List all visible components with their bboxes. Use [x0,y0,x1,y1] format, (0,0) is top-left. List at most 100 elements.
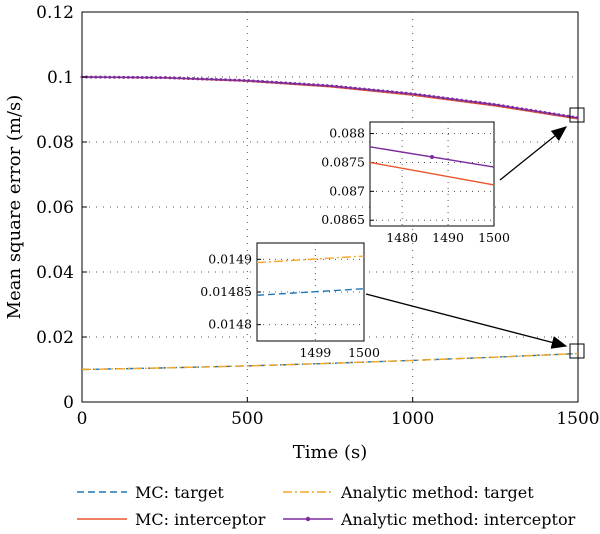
series-marker-3 [483,101,487,105]
series-marker-3 [543,111,547,115]
series-marker-3 [270,80,274,84]
series-marker-3 [228,78,232,82]
series-marker-3 [552,112,556,116]
series-marker-3 [279,81,283,85]
series-marker-3 [224,78,228,82]
inset-y-tick-label: 0.0875 [321,154,365,169]
x-tick-label: 1500 [556,409,599,429]
series-marker-3 [298,82,302,86]
series-marker-3 [108,75,112,79]
x-tick-label: 1000 [391,409,434,429]
series-marker-3 [210,77,214,81]
series-marker-3 [344,85,348,89]
series-marker-3 [233,78,237,82]
series-marker-3 [154,76,158,80]
series-marker-3 [140,75,144,79]
series-marker-3 [186,76,190,80]
series-marker-3 [372,88,376,92]
series-marker-3 [524,108,528,112]
series-marker-3 [534,109,538,113]
y-tick-label: 0.08 [36,133,74,153]
series-marker-3 [571,115,575,119]
series-marker-3 [159,76,163,80]
inset-y-tick-label: 0.0865 [321,212,365,227]
inset-y-tick-label: 0.087 [329,183,365,198]
series-marker-3 [464,99,468,103]
series-marker-3 [492,102,496,106]
series-marker-3 [251,79,255,83]
inset-series-line [369,161,495,186]
plot-area [81,11,579,403]
inset-x-tick-label: 1500 [478,230,510,245]
inset-interceptor: 1480 1490 1500 0.0865 0.087 0.0875 0.088 [321,122,510,245]
legend-marker-analytic-interceptor [305,516,311,522]
arrow-to-target-zoom [365,293,568,349]
y-tick-label: 0.02 [36,328,74,348]
zoom-box-interceptor [569,107,585,123]
arrow-to-interceptor-zoom [499,126,568,181]
series-marker-3 [455,98,459,102]
y-tick-label: 0.06 [36,198,74,218]
inset-y-tick-label: 0.088 [329,126,365,141]
series-marker-3 [307,82,311,86]
series-marker-3 [436,95,440,99]
inset-target: 1499 1500 0.0148 0.01485 0.0149 [200,243,380,360]
series-marker-3 [219,78,223,82]
series-marker-3 [487,102,491,106]
series-marker-3 [284,81,288,85]
series-marker-3 [293,82,297,86]
main-grid [82,12,578,402]
series-marker-3 [242,78,246,82]
series-marker-3 [469,99,473,103]
inset-series-marker [430,154,434,159]
series-line-2 [81,352,579,371]
legend-label-analytic-interceptor: Analytic method: interceptor [340,510,576,529]
inset-y-tick-label: 0.0148 [208,317,252,332]
series-marker-3 [274,80,278,84]
series-marker-3 [321,83,325,87]
series-marker-3 [136,75,140,79]
series-marker-3 [409,92,413,96]
legend: MC: target Analytic method: target MC: i… [77,483,576,529]
main-ticks: 0 500 1000 1500 0 0.02 0.04 0.06 0.08 0.1 0.12 [36,3,599,429]
series-marker-3 [99,75,103,79]
series-marker-3 [515,106,519,110]
series-marker-3 [117,75,121,79]
series-marker-3 [362,87,366,91]
series-marker-3 [446,96,450,100]
x-axis-title: Time (s) [293,442,368,463]
inset-x-tick-label: 1480 [386,230,418,245]
series-marker-3 [265,80,269,84]
series-marker-3 [122,75,126,79]
series-marker-3 [316,83,320,87]
series-marker-3 [103,75,107,79]
y-tick-label: 0.04 [36,263,74,283]
series-marker-3 [112,75,116,79]
series-marker-3 [548,111,552,115]
series-marker-3 [205,77,209,81]
series-marker-3 [311,83,315,87]
series-marker-3 [399,91,403,95]
series-marker-3 [131,75,135,79]
inset-y-tick-label: 0.0149 [208,251,252,266]
series-marker-3 [566,114,570,118]
series-marker-3 [376,89,380,93]
series-marker-3 [149,76,153,80]
series-marker-3 [237,78,241,82]
series-marker-3 [182,76,186,80]
zoom-box-target [569,343,585,359]
series-marker-3 [302,82,306,86]
series-marker-3 [529,108,533,112]
x-tick-label: 0 [77,409,88,429]
series-marker-3 [427,94,431,98]
y-tick-label: 0 [63,393,74,413]
series-marker-3 [325,84,329,88]
series-marker-3 [335,84,339,88]
series-marker-3 [191,77,195,81]
series-marker-3 [478,101,482,105]
series-marker-3 [339,85,343,89]
x-tick-label: 500 [231,409,263,429]
y-axis-title: Mean square error (m/s) [4,95,25,320]
series-marker-3 [367,88,371,92]
